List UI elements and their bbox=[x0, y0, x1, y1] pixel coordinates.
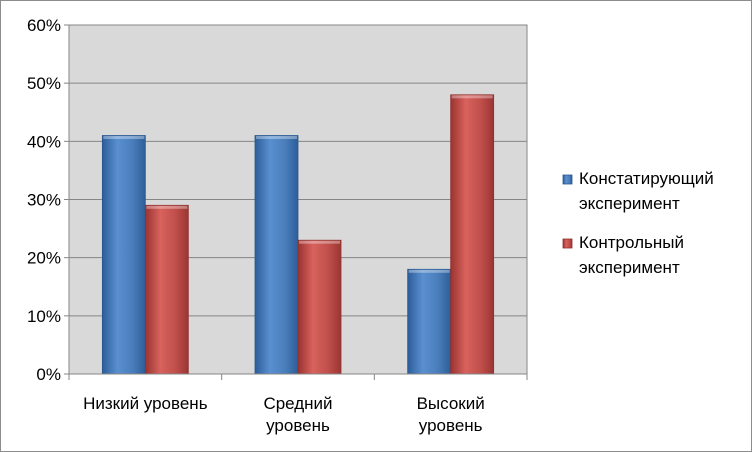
x-category-label: Низкий уровень bbox=[83, 394, 208, 413]
y-tick-label: 40% bbox=[27, 132, 61, 151]
y-tick-label: 20% bbox=[27, 249, 61, 268]
bar-series2-cat2 bbox=[297, 239, 342, 375]
legend-swatch bbox=[562, 174, 573, 185]
bar-series1-cat1 bbox=[101, 135, 146, 375]
x-axis-labels: Низкий уровень Средний уровень Высокий урове… bbox=[83, 394, 485, 435]
x-axis-ticks bbox=[68, 374, 528, 380]
bar-highlight bbox=[256, 136, 297, 140]
bar-series2-cat1 bbox=[144, 204, 189, 375]
y-tick-label: 60% bbox=[27, 16, 61, 35]
y-tick-label: 0% bbox=[36, 365, 61, 384]
bar-highlight bbox=[299, 240, 340, 244]
bars bbox=[101, 94, 495, 375]
y-tick-label: 30% bbox=[27, 191, 61, 210]
y-tick-label: 50% bbox=[27, 74, 61, 93]
legend-label: Констатирующий эксперимент bbox=[579, 169, 714, 213]
bar-highlight bbox=[146, 205, 188, 209]
legend-swatch bbox=[562, 238, 573, 249]
bar-highlight bbox=[103, 136, 145, 140]
legend-label: Контрольный эксперимент bbox=[579, 233, 684, 277]
y-axis-ticks: 0% 10% 20% 30% 40% 50% 60% bbox=[27, 16, 69, 384]
bar-highlight bbox=[451, 95, 493, 99]
bar-series1-cat3 bbox=[407, 268, 452, 375]
bar-highlight bbox=[408, 269, 450, 273]
x-category-label: Средний уровень bbox=[263, 394, 332, 435]
bar-series2-cat3 bbox=[450, 94, 495, 375]
x-category-label: Высокий уровень bbox=[417, 394, 485, 435]
legend: Констатирующий эксперимент Контрольный эксп… bbox=[562, 169, 714, 277]
y-tick-label: 10% bbox=[27, 307, 61, 326]
bar-series1-cat2 bbox=[254, 135, 299, 375]
